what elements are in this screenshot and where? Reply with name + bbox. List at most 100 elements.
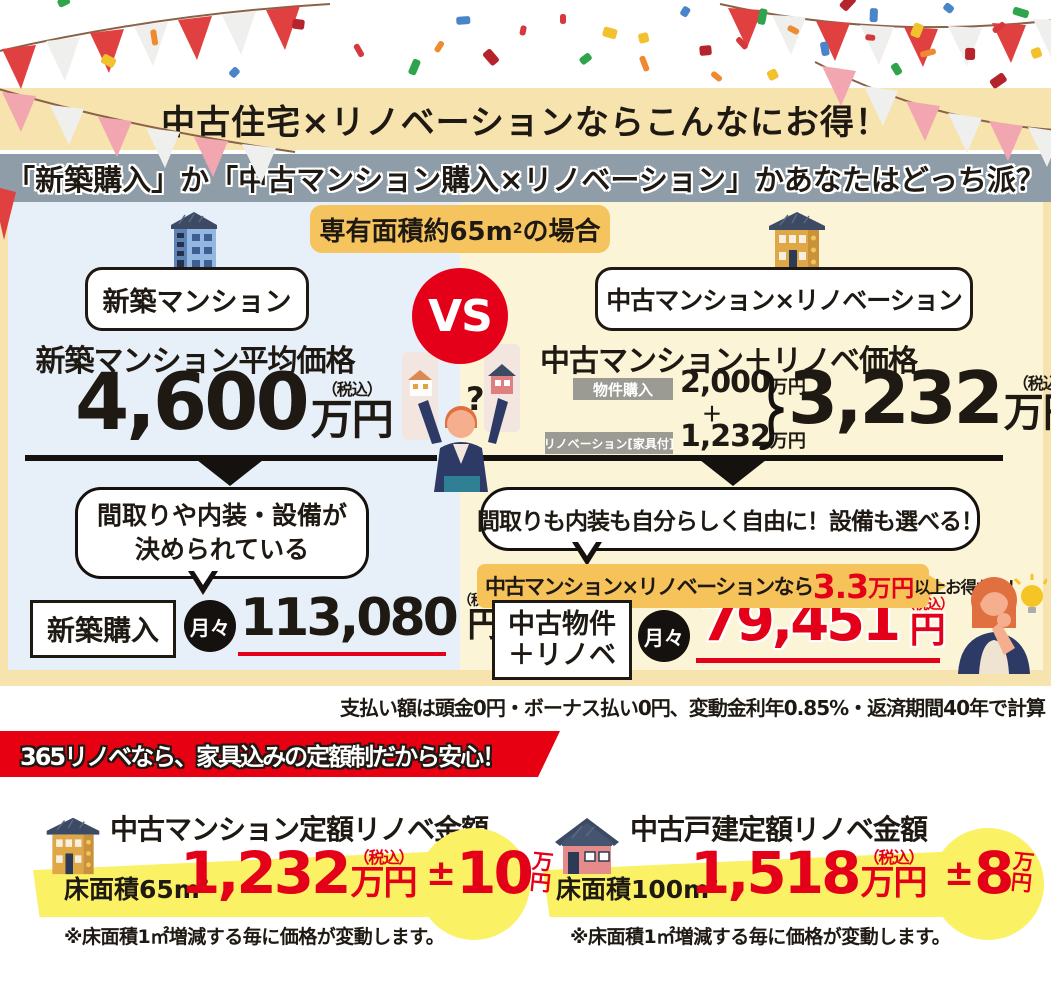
used-total-unit: 万円 — [1003, 390, 1051, 436]
main-title: 中古住宅×リノベーションならこんなにお得！ — [161, 102, 890, 143]
purchase-value-num: 2,000 — [680, 365, 771, 400]
renovation-value-num: 1,232 — [680, 419, 771, 454]
comparison-panel: 専有面積約65m 2 の場合 新築マンション 新築マンション平均価格 4,600 — [0, 202, 1051, 686]
calculation-footnote: 支払い額は頭金0円・ボーナス払い0円、変動金利年0.85%・返済期間40年で計算 — [339, 692, 1046, 721]
calculation-footnote-text: 支払い額は頭金0円・ボーナス払い0円、変動金利年0.85%・返済期間40年で計算 — [339, 696, 1046, 720]
house-card-area-text: 床面積100m — [556, 875, 710, 904]
used-mansion-label: 中古マンション×リノベーション — [606, 286, 962, 315]
mansion-card-building-icon — [46, 817, 100, 875]
mansion-card-pm-unit: 万 円 — [528, 849, 555, 896]
new-plan-label: 新築購入 — [46, 614, 159, 647]
used-plan-label-line2: ＋リノベ — [508, 640, 616, 671]
house-card-price-unit: 万円 — [860, 863, 927, 904]
mansion-card-price-num: 1,232 — [180, 839, 351, 907]
new-mansion-label: 新築マンション — [102, 286, 292, 318]
house-card-price-tax: （税込） — [863, 848, 924, 868]
brace-glyph — [759, 370, 784, 450]
new-divider-line — [25, 455, 437, 461]
main-title-bar: 中古住宅×リノベーションならこんなにお得！ — [0, 88, 1051, 150]
house-card-pm-sign: ± — [944, 852, 975, 894]
used-monthly-unit: 円 — [909, 610, 946, 652]
mansion-card-pm-sign: ± — [426, 852, 457, 894]
used-monthly-underline — [696, 658, 940, 663]
used-bubble-tail-fill — [576, 539, 598, 556]
house-card-price: 1,518 （税込） 万円 — [690, 839, 927, 907]
purchase-value: 2,000 万円 — [680, 368, 806, 398]
used-divider-line — [483, 455, 1003, 461]
used-monthly-prefix-circle: 月々 — [638, 610, 690, 662]
house-price-card: 中古戸建定額リノベ金額 床面積100m2 1,518 （税込） 万円 ± 8 万… — [540, 800, 1044, 955]
purchase-value-unit: 万円 — [769, 377, 806, 399]
used-speech-bubble: 間取りも内装も自分らしく自由に！設備も選べる！ — [477, 487, 984, 551]
area-badge-sup: 2 — [512, 221, 523, 237]
used-total-value: 3,232 — [788, 356, 1004, 440]
blue-building-icon — [171, 212, 217, 274]
new-price-tax: （税込） — [321, 379, 383, 399]
purchase-chip: 物件購入 — [573, 378, 673, 400]
used-price-title-text: 中古マンション＋リノベ価格 — [540, 344, 918, 379]
area-badge: 専有面積約65m 2 の場合 — [310, 205, 610, 253]
area-badge-text: 専有面積約65m — [319, 216, 513, 247]
house-card-pm-unit-bottom: 円 — [1009, 869, 1033, 896]
new-monthly-row: 113,080 （税込） 円 — [240, 592, 511, 644]
deal-pre: 中古マンション×リノベーションなら — [485, 575, 814, 599]
plus-sign: ＋ — [702, 398, 722, 427]
deal-banner-tail — [927, 574, 947, 598]
thinking-woman-illustration — [958, 574, 1047, 674]
mansion-card-note: ※床面積1㎡増減する毎に価格が変動します。 — [64, 922, 445, 949]
new-monthly-prefix-circle: 月々 — [184, 600, 236, 652]
used-plan-label-line1: 中古物件 — [508, 608, 616, 640]
choosing-woman-illustration — [402, 344, 520, 492]
new-price-title: 新築マンション平均価格 — [10, 336, 380, 380]
used-total-tax: （税込） — [1012, 374, 1051, 393]
subtitle: 「新築購入」か「中古マンション購入×リノベーション」かあなたはどっち派？ — [6, 163, 1045, 197]
plus-sign-text: ＋ — [702, 402, 722, 426]
mansion-card-price-unit: 万円 — [350, 863, 417, 904]
house-card-note-text: ※床面積1㎡増減する毎に価格が変動します。 — [570, 926, 951, 948]
used-monthly-prefix: 月々 — [644, 625, 684, 650]
mansion-card-area-sup: 2 — [199, 877, 209, 893]
mansion-card-pm-value: 10 — [456, 839, 534, 907]
house-card-area: 床面積100m2 — [556, 870, 718, 906]
house-card-title-text: 中古戸建定額リノベ金額 — [630, 813, 928, 846]
area-badge-post: の場合 — [522, 216, 601, 247]
orange-building-icon — [769, 212, 825, 272]
used-plan-box: 中古物件 ＋リノベ — [492, 600, 632, 680]
used-bubble-text: 間取りも内装も自分らしく自由に！設備も選べる！ — [477, 509, 984, 535]
house-card-title: 中古戸建定額リノベ金額 — [630, 808, 928, 848]
house-card-icon — [555, 818, 619, 874]
new-monthly-prefix: 月々 — [190, 615, 230, 640]
renovation-chip-label: リノベーション[家具付] — [543, 436, 675, 451]
mansion-price-card: 中古マンション定額リノベ金額 床面積65m2 1,232 （税込） 万円 ± 1… — [30, 800, 554, 955]
new-monthly-underline — [238, 652, 446, 656]
vs-label: VS — [428, 290, 493, 342]
mansion-card-title-text: 中古マンション定額リノベ金額 — [110, 813, 489, 846]
used-total-row: 3,232 （税込） 万円 — [788, 362, 1051, 434]
used-divider-arrow — [700, 460, 766, 486]
renovation-value: 1,232 万円 — [680, 422, 806, 452]
house-card-area-sup: 2 — [709, 877, 719, 893]
deal-value: 3.3 — [812, 566, 869, 606]
renovation-value-unit: 万円 — [769, 431, 806, 453]
used-mansion-label-box: 中古マンション×リノベーション — [595, 267, 973, 331]
new-bubble-line1: 間取りや内装・設備が — [96, 501, 347, 531]
mansion-card-pm-unit-bottom: 円 — [528, 869, 553, 896]
house-card-band-circle — [932, 828, 1044, 940]
mansion-card-pm: ± 10 万 円 — [426, 839, 555, 907]
house-card-pm: ± 8 万 円 — [944, 844, 1035, 902]
new-speech-bubble: 間取りや内装・設備が 決められている — [75, 487, 369, 579]
new-price-unit: 万円 — [310, 394, 394, 444]
vs-circle: VS — [412, 268, 508, 364]
new-divider-arrow — [197, 460, 263, 486]
mansion-card-area: 床面積65m2 — [64, 870, 209, 906]
house-card-price-num: 1,518 — [690, 839, 861, 907]
mansion-card-note-text: ※床面積1㎡増減する毎に価格が変動します。 — [64, 926, 445, 948]
new-plan-box: 新築購入 — [30, 600, 176, 658]
question-mark-text: ? — [466, 380, 485, 418]
mansion-card-price-tax: （税込） — [353, 848, 414, 868]
used-price-title: 中古マンション＋リノベ価格 — [540, 336, 980, 380]
new-bubble-tail-fill — [192, 568, 214, 585]
house-card-pm-unit: 万 円 — [1009, 849, 1035, 896]
renovation-chip: リノベーション[家具付] — [543, 432, 675, 454]
